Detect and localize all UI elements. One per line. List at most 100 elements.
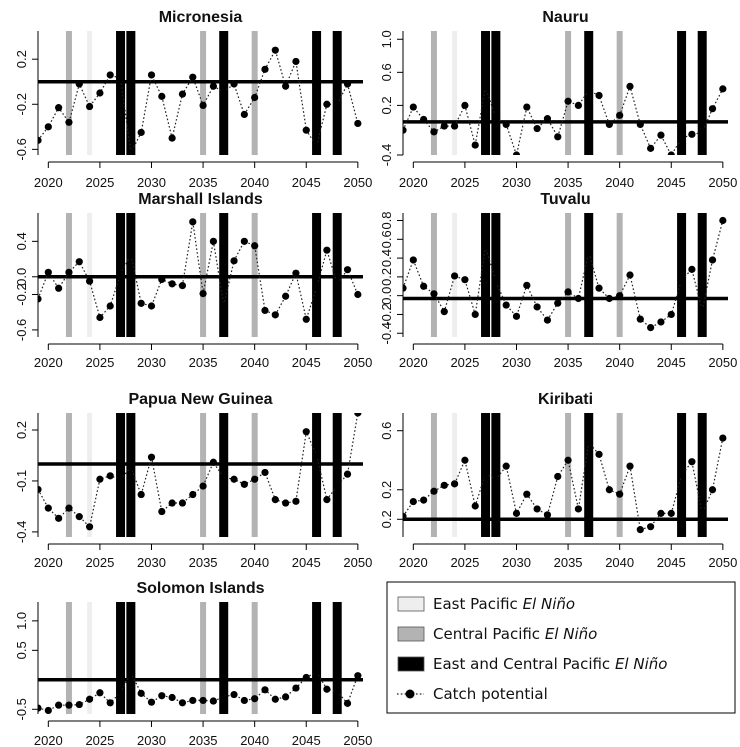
x-tick-label: 2050: [708, 175, 737, 190]
data-point: [116, 689, 125, 697]
data-point: [420, 115, 428, 124]
east-central-pacific-band: [697, 213, 707, 337]
east-central-pacific-band: [584, 213, 594, 337]
legend-label: East Pacific El Niño: [433, 595, 575, 613]
central-pacific-band: [565, 413, 572, 537]
central-pacific-band: [200, 413, 207, 537]
east-central-pacific-band: [312, 213, 322, 337]
data-point: [137, 689, 145, 697]
data-point: [616, 490, 624, 498]
east-central-pacific-band: [332, 31, 342, 155]
data-point: [220, 473, 228, 482]
data-point: [616, 111, 624, 119]
y-tick-label: -0.1: [14, 470, 29, 492]
data-point: [271, 46, 279, 54]
x-tick-label: 2035: [189, 733, 218, 747]
data-point: [595, 91, 603, 100]
data-point: [492, 475, 500, 484]
data-point: [585, 248, 593, 257]
data-point: [605, 486, 613, 494]
data-point: [409, 497, 417, 506]
data-point: [302, 428, 310, 436]
x-tick-label: 2030: [137, 355, 166, 370]
data-point: [688, 265, 696, 273]
east-pacific-band: [452, 413, 458, 537]
data-point: [698, 129, 706, 137]
data-point: [708, 256, 717, 264]
data-point: [461, 456, 469, 464]
data-point: [261, 65, 269, 73]
y-tick-label: 0.0: [14, 268, 29, 286]
east-central-pacific-band: [481, 213, 491, 337]
central-pacific-band: [616, 213, 623, 337]
x-tick-label: 2045: [657, 555, 686, 570]
data-point: [199, 696, 207, 705]
data-point: [209, 458, 217, 466]
x-tick-label: 2045: [292, 733, 321, 747]
data-point: [595, 450, 603, 458]
data-point: [178, 282, 187, 290]
data-point: [85, 277, 94, 285]
plot-area: [38, 213, 373, 337]
data-point: [158, 692, 166, 700]
data-point: [230, 257, 238, 265]
data-point: [605, 294, 613, 303]
x-tick-label: 2020: [399, 355, 428, 370]
y-tick-label: -0.5: [14, 698, 29, 720]
data-point: [533, 124, 541, 133]
east-central-pacific-band: [116, 602, 126, 714]
data-point: [440, 308, 448, 316]
data-point: [292, 57, 300, 66]
x-tick-label: 2025: [85, 733, 114, 747]
data-point: [38, 295, 42, 303]
data-point: [523, 281, 531, 289]
panel-title: Kiribati: [538, 391, 593, 408]
data-point: [688, 130, 696, 138]
data-point: [420, 496, 428, 504]
data-point: [354, 413, 362, 417]
panel-marshall-islands: 2020 2025 2030 2035 2040 2045 2050 -0.6 -0.20.0 0…: [14, 191, 373, 370]
east-central-pacific-band: [697, 31, 707, 155]
data-point: [481, 243, 490, 251]
data-point: [533, 303, 541, 311]
east-central-pacific-band: [364, 213, 373, 337]
data-point: [450, 272, 459, 280]
x-tick-label: 2020: [34, 355, 63, 370]
east-pacific-band: [452, 31, 458, 155]
x-tick-label: 2035: [554, 555, 583, 570]
x-tick-label: 2040: [605, 355, 634, 370]
data-point: [292, 684, 300, 692]
legend-label: East and Central Pacific El Niño: [433, 655, 667, 673]
catch-potential-line: [403, 220, 724, 329]
data-point: [282, 499, 290, 507]
data-point: [240, 480, 248, 488]
data-point: [55, 701, 63, 709]
data-point: [38, 485, 42, 494]
east-central-pacific-band: [481, 31, 491, 155]
data-point: [251, 93, 259, 102]
data-point: [343, 266, 352, 274]
data-point: [230, 475, 238, 483]
data-point: [302, 673, 310, 682]
central-pacific-band: [565, 31, 572, 155]
x-tick-label: 2035: [189, 355, 218, 370]
central-pacific-band: [200, 213, 207, 337]
data-point: [147, 453, 156, 461]
data-point: [657, 509, 665, 517]
data-point: [261, 468, 269, 477]
east-central-pacific-band: [364, 413, 373, 537]
panel-title: Solomon Islands: [136, 580, 264, 597]
data-point: [564, 288, 572, 296]
x-tick-label: 2050: [343, 355, 372, 370]
data-point: [199, 101, 207, 109]
panel-nauru: 2020 2025 2030 2035 2040 2045 2050 -0.4 0.2 0.6 1.…: [379, 9, 737, 190]
data-point: [106, 302, 114, 310]
east-central-pacific-band: [126, 31, 136, 155]
plot-area: [403, 31, 728, 155]
data-point: [116, 270, 125, 278]
data-point: [312, 142, 321, 150]
east-central-pacific-band: [312, 31, 322, 155]
data-point: [85, 102, 94, 111]
east-pacific-band: [87, 31, 93, 155]
